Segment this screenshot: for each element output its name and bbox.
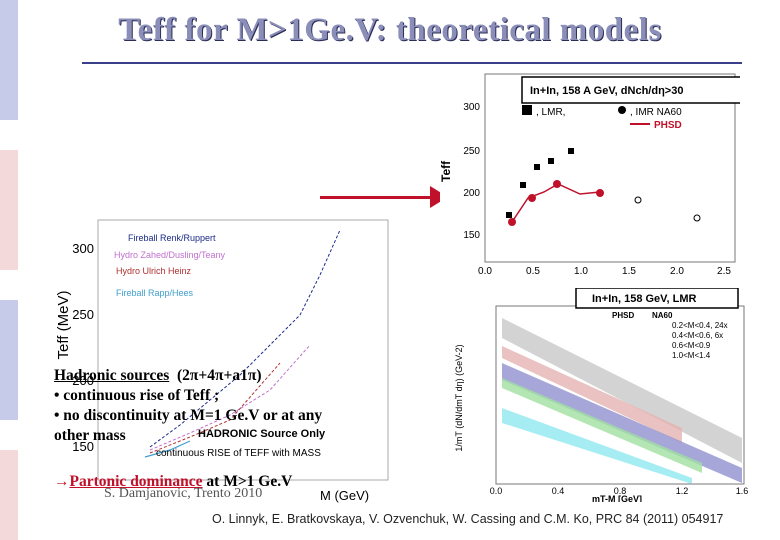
top-right-ylabel: Teff: [440, 160, 453, 182]
band-red: [502, 346, 682, 443]
left-box-label-2: continuous RISE of TEFF with MASS: [156, 448, 321, 459]
title-rule: [82, 62, 742, 64]
bottom-right-legend: 0.6<M<0.9: [672, 341, 711, 350]
left-ytick: 250: [72, 307, 94, 322]
bottom-right-xtick: 1.6: [736, 486, 749, 496]
phsd-point: [596, 189, 604, 197]
partonic-line: →Partonic dominance at M>1 Ge.V: [54, 473, 292, 491]
partonic-suffix: at M>1 Ge.V: [202, 473, 293, 490]
series-renk-ruppert: [149, 229, 341, 448]
series-heinz: [149, 362, 281, 454]
band-green: [502, 378, 702, 473]
left-ytick: 200: [72, 373, 94, 388]
bottom-right-xtick: 1.2: [676, 486, 689, 496]
phsd-point: [508, 218, 516, 226]
left-xlabel: M (GeV): [320, 488, 369, 503]
top-right-ytick: 150: [463, 230, 480, 241]
phsd-point: [528, 194, 536, 202]
top-right-xtick: 0.5: [526, 266, 540, 277]
top-right-xtick: 2.0: [670, 266, 684, 277]
bottom-right-header: In+In, 158 GeV, LMR: [592, 293, 696, 305]
top-right-xtick: 2.5: [717, 266, 731, 277]
bullet-item: • continuous rise of Teff ;: [54, 387, 220, 404]
bottom-right-legend-title-2: NA60: [652, 311, 673, 320]
lmr-point: [506, 212, 512, 218]
bottom-right-mt-plot: In+In, 158 GeV, LMR PHSD NA60 0.2<M<0.4,…: [452, 288, 778, 502]
bottom-right-legend: 0.4<M<0.6, 6x: [672, 331, 723, 340]
left-ytick: 300: [72, 241, 94, 256]
series-zahed: [149, 344, 311, 451]
partonic-label: Partonic dominance: [69, 473, 203, 490]
top-right-xtick: 0.0: [478, 266, 492, 277]
bottom-right-xtick: 0.8: [614, 486, 627, 496]
lmr-point: [520, 182, 526, 188]
bottom-right-ylabel: 1/mT (dN/dmT dη) (GeV-2): [454, 344, 464, 451]
reference-text: S. Damjanovic, Trento 2010: [104, 486, 263, 501]
hadronic-text-block: Hadronic sources (2π+4π+a1π) • continuou…: [54, 366, 322, 446]
left-box-label: HADRONIC Source Only: [198, 428, 326, 440]
left-teff-plot: Teff (MeV) 300 250 200 150 Fireball Renk…: [50, 215, 395, 505]
bullet-item: other mass: [54, 427, 126, 444]
hadronic-heading: Hadronic sources: [54, 367, 170, 384]
citation-text: O. Linnyk, E. Bratkovskaya, V. Ozvenchuk…: [212, 512, 724, 526]
band-blue: [502, 363, 742, 483]
imr-point: [693, 214, 701, 222]
top-right-teff-plot: In+In, 158 A GeV, dNch/dη>30 , LMR, , IM…: [440, 72, 740, 280]
slide-title: Teff for M>1Ge.V: theoretical models: [118, 12, 662, 48]
left-legend: Fireball Renk/Ruppert: [128, 233, 216, 243]
imr-point: [634, 196, 642, 204]
phsd-point: [553, 180, 561, 188]
top-right-xtick: 1.0: [574, 266, 588, 277]
top-right-legend-2: , IMR NA60: [630, 107, 682, 118]
hadronic-formula: (2π+4π+a1π): [177, 367, 262, 384]
bottom-right-xtick: 0.4: [552, 486, 565, 496]
bullet-item: • no discontinuity at M=1 Ge.V or at any: [54, 407, 323, 424]
left-ytick: 150: [72, 439, 94, 454]
bottom-right-xtick: 0.0: [490, 486, 503, 496]
band-cyan: [502, 408, 692, 484]
lmr-point: [568, 148, 574, 154]
sidebar-decoration: [0, 0, 20, 540]
lmr-point: [548, 158, 554, 164]
bottom-right-legend: 1.0<M<1.4: [672, 351, 711, 360]
top-right-xtick: 1.5: [622, 266, 636, 277]
left-legend: Hydro Zahed/Dusling/Teany: [114, 250, 226, 260]
left-ylabel: Teff (MeV): [55, 291, 72, 360]
top-right-ytick: 300: [463, 102, 480, 113]
top-right-legend-3: PHSD: [654, 120, 682, 131]
left-legend: Hydro Ulrich Heinz: [116, 266, 192, 276]
top-right-ytick: 250: [463, 146, 480, 157]
bottom-right-legend: 0.2<M<0.4, 24x: [672, 321, 728, 330]
top-right-header: In+In, 158 A GeV, dNch/dη>30: [530, 85, 683, 97]
bottom-right-legend-title: PHSD: [612, 311, 634, 320]
pointer-arrow-line: [320, 196, 432, 199]
arrow-right-icon: →: [54, 473, 70, 490]
series-rapp-hees: [144, 440, 191, 458]
top-right-ytick: 200: [463, 188, 480, 199]
lmr-point: [534, 164, 540, 170]
left-legend: Fireball Rapp/Hees: [116, 288, 194, 298]
band-gray: [502, 318, 742, 463]
phsd-line: [511, 183, 601, 223]
top-right-legend-1: , LMR,: [536, 107, 565, 118]
bottom-right-xlabel: mT-M [GeV]: [592, 494, 642, 502]
